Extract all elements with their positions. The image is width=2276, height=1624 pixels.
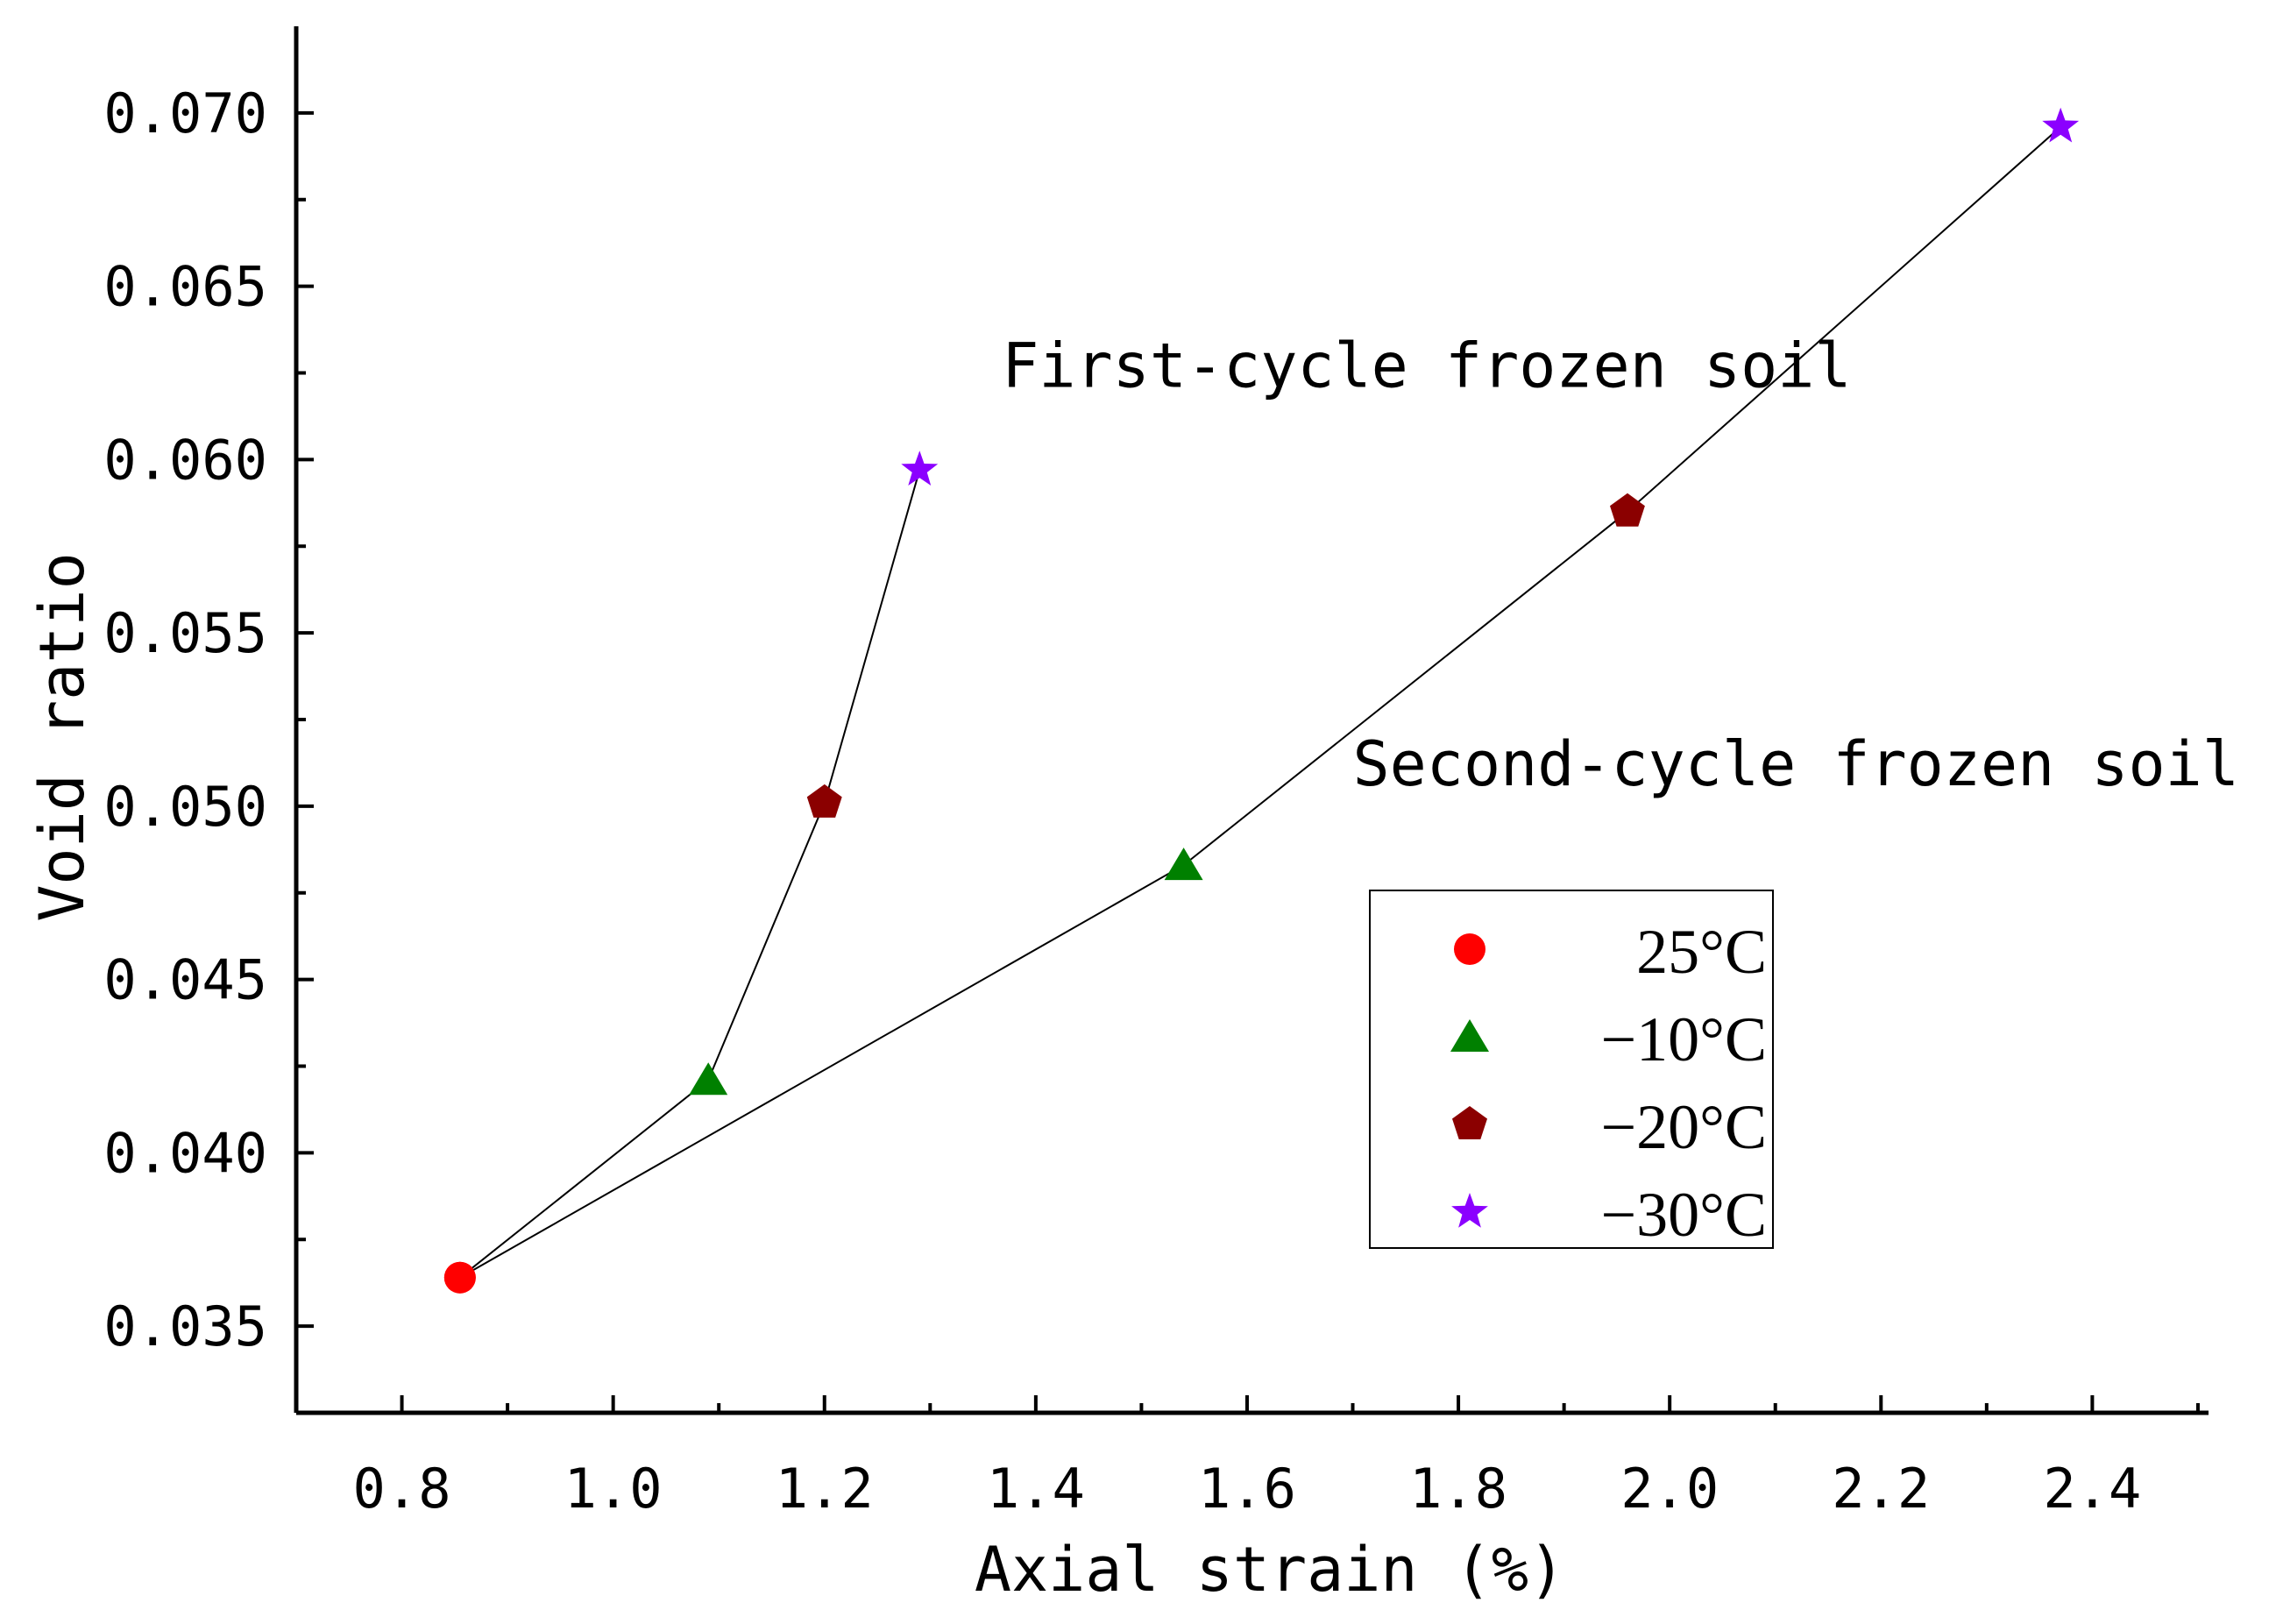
x-tick-label: 0.8: [353, 1457, 451, 1521]
x-tick-label: 1.4: [987, 1457, 1085, 1521]
y-tick-label: 0.040: [103, 1121, 267, 1185]
x-tick-label: 2.4: [2043, 1457, 2141, 1521]
x-tick-label: 1.0: [564, 1457, 663, 1521]
legend-label: −30°C: [1601, 1180, 1767, 1250]
x-tick-label: 2.0: [1620, 1457, 1719, 1521]
series-line-0: [459, 469, 921, 1279]
data-point: [1610, 493, 1645, 527]
legend-label: −20°C: [1601, 1092, 1767, 1162]
legend-marker: [1450, 1019, 1489, 1052]
x-tick-label: 1.8: [1409, 1457, 1507, 1521]
data-point: [2042, 107, 2080, 143]
x-tick-label: 1.6: [1198, 1457, 1296, 1521]
x-axis-title: Axial strain (%): [975, 1534, 1565, 1606]
y-tick-label: 0.055: [103, 601, 267, 665]
series-lines: [459, 125, 2061, 1279]
y-tick-label: 0.050: [103, 775, 267, 839]
data-point: [806, 784, 842, 818]
data-point: [901, 450, 939, 486]
series-line-1: [459, 125, 2061, 1279]
y-axis-title: Void ratio: [26, 552, 98, 921]
y-tick-label: 0.070: [103, 82, 267, 145]
data-point: [1164, 847, 1203, 881]
legend-box: [1369, 890, 1774, 1249]
x-tick-label: 2.2: [1832, 1457, 1930, 1521]
legend-label: 25°C: [1636, 917, 1767, 987]
annotation-first-cycle: First-cycle frozen soil: [1002, 330, 1851, 401]
legend-marker: [1454, 933, 1485, 965]
y-tick-label: 0.035: [103, 1294, 267, 1358]
y-tick-label: 0.060: [103, 428, 267, 492]
data-markers: [443, 107, 2080, 1294]
axes: 0.8 1.0 1.2 1.4 1.6 1.8 2.0 2.2 2.4 0.035 0.040 0.0…: [103, 26, 2209, 1521]
annotation-second-cycle: Second-cycle frozen soil: [1353, 728, 2239, 800]
data-point: [689, 1062, 728, 1096]
legend: 25°C −10°C −20°C −30°C: [1369, 890, 1774, 1250]
data-point: [443, 1261, 476, 1294]
legend-marker: [1452, 1106, 1487, 1139]
y-tick-label: 0.065: [103, 255, 267, 319]
legend-marker: [1451, 1193, 1488, 1228]
x-tick-label: 1.2: [776, 1457, 874, 1521]
legend-label: −10°C: [1601, 1004, 1767, 1074]
y-tick-label: 0.045: [103, 948, 267, 1012]
